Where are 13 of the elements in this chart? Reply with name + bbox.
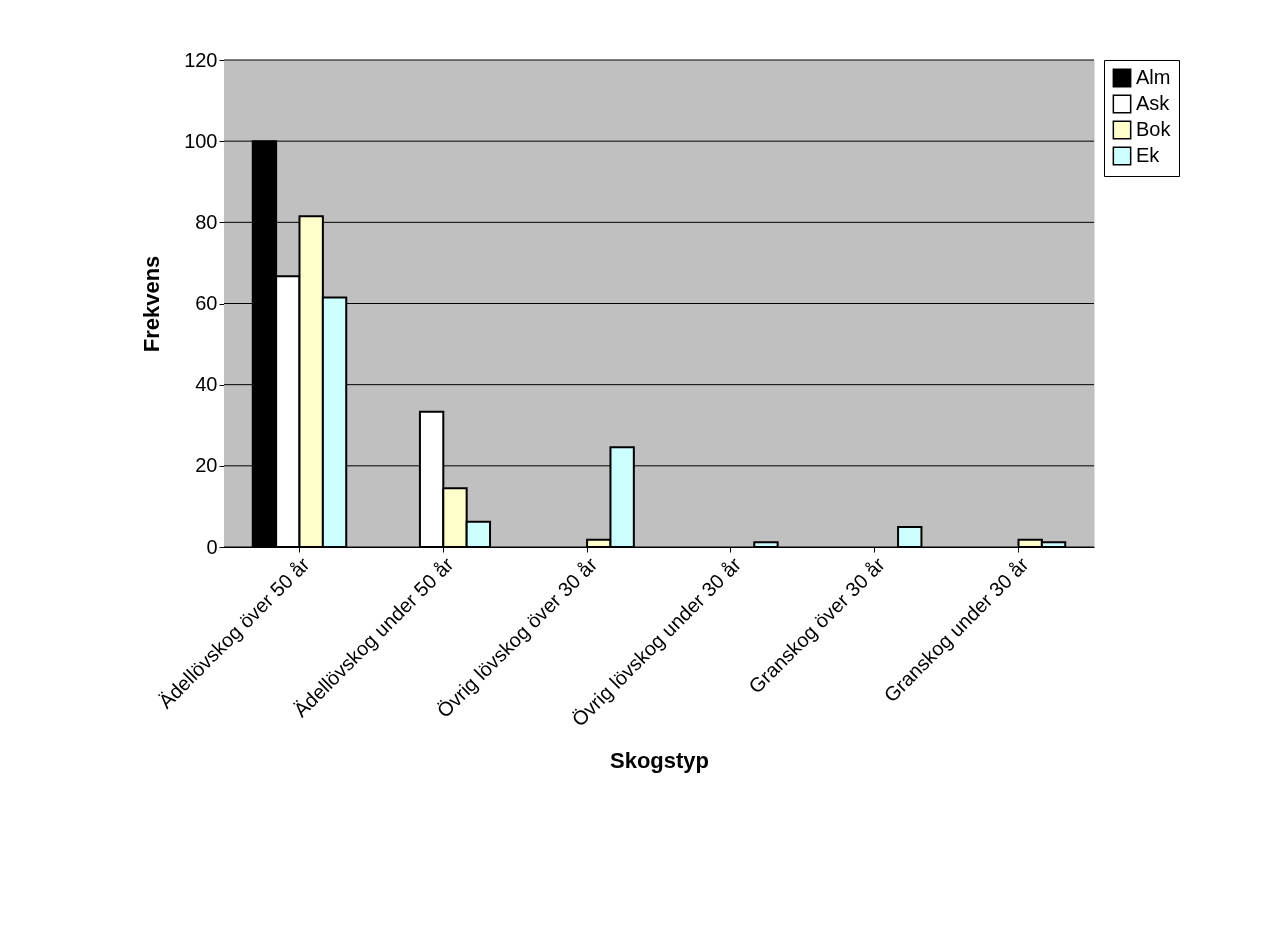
legend-label: Bok — [1136, 118, 1172, 140]
y-tick-label: 0 — [206, 535, 218, 558]
y-axis-title: Frekvens — [139, 255, 165, 353]
y-tick-label: 80 — [195, 210, 218, 233]
legend-label: Alm — [1136, 66, 1171, 88]
y-tick-label: 40 — [195, 373, 218, 396]
y-tick-label: 120 — [184, 48, 218, 71]
legend-label: Ek — [1136, 144, 1161, 166]
y-tick-label: 100 — [184, 129, 218, 152]
legend-label: Ask — [1136, 92, 1171, 114]
y-tick-label: 20 — [195, 454, 218, 477]
y-tick-label: 60 — [195, 292, 218, 314]
x-axis-title: Skogstyp — [609, 747, 710, 773]
